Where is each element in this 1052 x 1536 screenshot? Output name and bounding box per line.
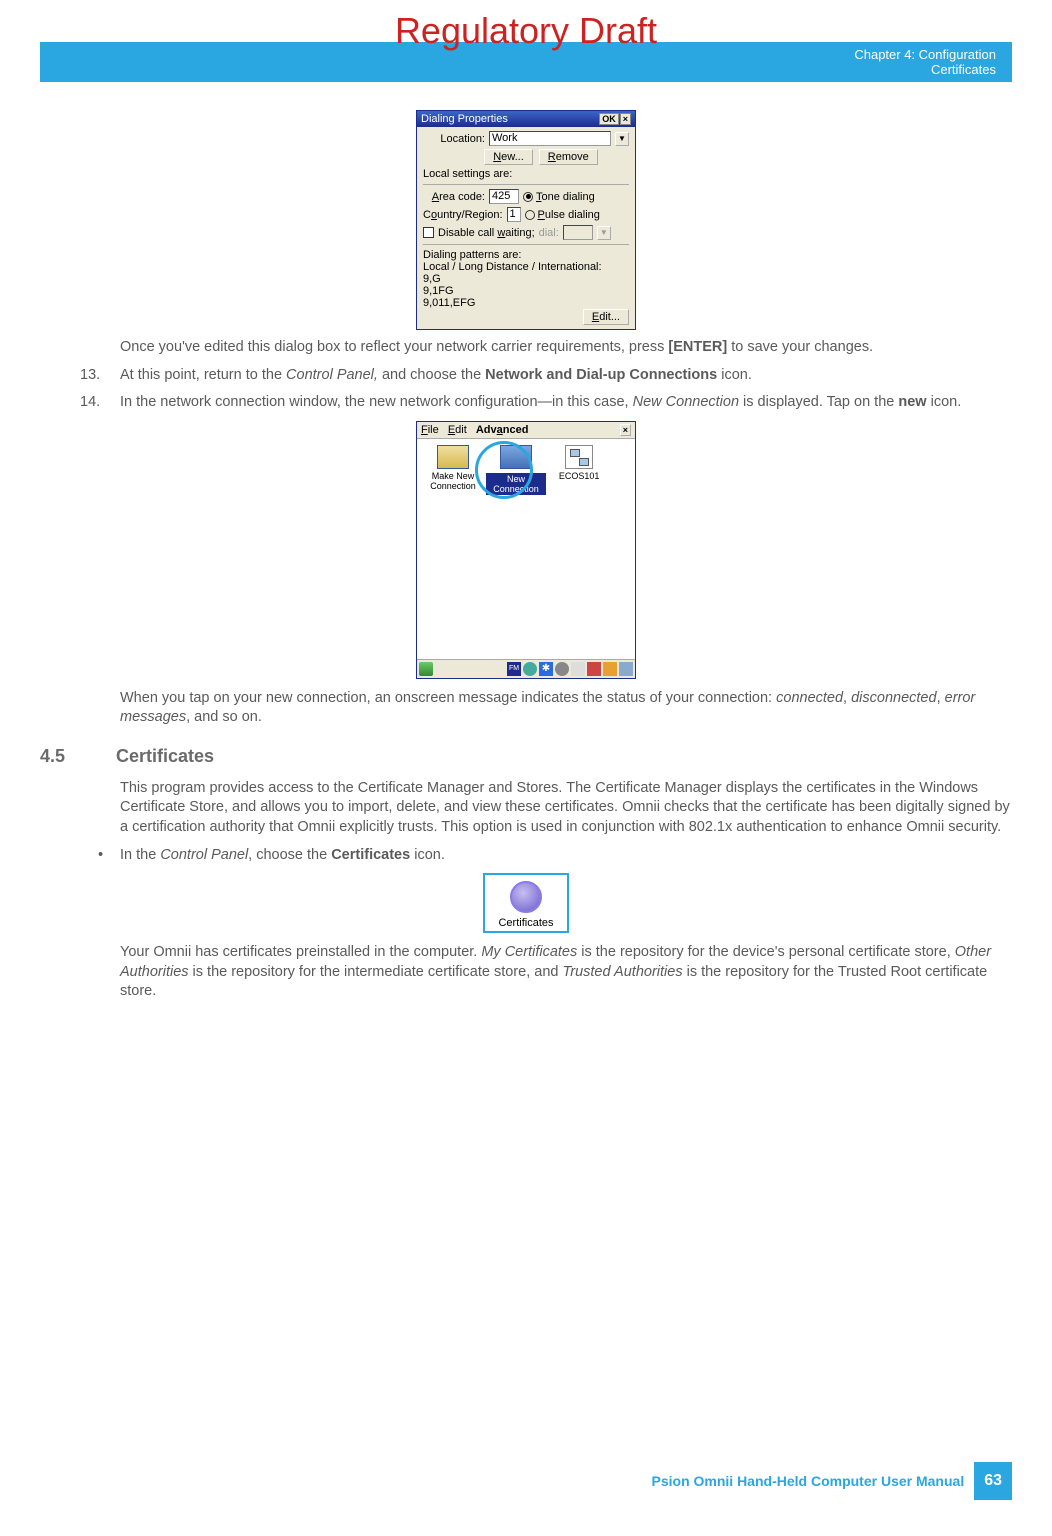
disable-cw-label: Disable call waiting;	[438, 227, 535, 239]
tray-icon-4[interactable]	[555, 662, 569, 676]
tray-icon-6[interactable]	[587, 662, 601, 676]
para-connection-status: When you tap on your new connection, an …	[40, 689, 1012, 728]
close-icon[interactable]: ×	[620, 113, 631, 125]
location-dropdown[interactable]: Work	[489, 131, 611, 146]
chapter-line2: Certificates	[931, 62, 996, 77]
highlight-circle	[475, 441, 533, 499]
tray-icon-1[interactable]: FM	[507, 662, 521, 676]
watermark-text: Regulatory Draft	[0, 10, 1052, 52]
tray-icon-5[interactable]	[571, 662, 585, 676]
menu-file[interactable]: File	[421, 424, 439, 436]
certificates-paragraph-2: Your Omnii has certificates preinstalled…	[40, 943, 1012, 1002]
make-new-connection-icon[interactable]: Make New Connection	[423, 445, 483, 491]
pattern-3: 9,011,EFG	[423, 297, 629, 309]
patterns-sub: Local / Long Distance / International:	[423, 261, 629, 273]
certificates-paragraph: This program provides access to the Cert…	[40, 779, 1012, 838]
step-14: 14. In the network connection window, th…	[40, 393, 1012, 413]
start-icon[interactable]	[419, 662, 433, 676]
ecos-connection-icon[interactable]: ECOS101	[549, 445, 609, 481]
pulse-label: Pulse dialing	[538, 209, 600, 221]
tray-icon-8[interactable]	[619, 662, 633, 676]
certificates-bullet: • In the Control Panel, choose the Certi…	[40, 846, 1012, 866]
tray-icon-2[interactable]	[523, 662, 537, 676]
ok-button[interactable]: OK	[599, 113, 619, 125]
dialog-title: Dialing Properties	[421, 113, 508, 125]
area-code-input[interactable]: 425	[489, 189, 519, 204]
footer-text: Psion Omnii Hand-Held Computer User Manu…	[652, 1473, 965, 1489]
step-13: 13. At this point, return to the Control…	[40, 366, 1012, 386]
taskbar: FM ✱	[417, 659, 635, 678]
step-14-num: 14.	[40, 393, 120, 413]
step-13-num: 13.	[40, 366, 120, 386]
local-settings-label: Local settings are:	[423, 168, 629, 180]
tone-radio[interactable]	[523, 192, 533, 202]
bluetooth-icon[interactable]: ✱	[539, 662, 553, 676]
disable-cw-checkbox[interactable]	[423, 227, 434, 238]
page-content: Dialing Properties OK × Location: Work ▼…	[40, 110, 1012, 1010]
area-code-label: Area code:	[423, 191, 485, 203]
menu-advanced[interactable]: Advanced	[476, 424, 529, 436]
certificates-icon-box: Certificates	[483, 873, 569, 933]
pulse-radio[interactable]	[525, 210, 535, 220]
country-input[interactable]: 1	[507, 207, 521, 222]
tone-label: Tone dialing	[536, 191, 595, 203]
menu-edit[interactable]: Edit	[448, 424, 467, 436]
dial-input	[563, 225, 593, 240]
dialog-titlebar: Dialing Properties OK ×	[417, 111, 635, 127]
gear-icon	[510, 881, 542, 913]
dial-label: dial:	[539, 227, 559, 239]
network-connections-window: File Edit Advanced × Make New Connection…	[416, 421, 636, 679]
chevron-down-icon[interactable]: ▼	[615, 132, 629, 146]
pattern-1: 9,G	[423, 273, 629, 285]
pattern-2: 9,1FG	[423, 285, 629, 297]
edit-button[interactable]: Edit...	[583, 309, 629, 325]
country-label: Country/Region:	[423, 209, 503, 221]
new-button[interactable]: NNew...ew...	[484, 149, 533, 165]
dial-chevron-icon: ▼	[597, 226, 611, 240]
section-heading: 4.5Certificates	[40, 746, 1012, 767]
close-icon[interactable]: ×	[620, 424, 631, 436]
tray-icon-7[interactable]	[603, 662, 617, 676]
page-footer: Psion Omnii Hand-Held Computer User Manu…	[652, 1462, 1013, 1500]
certificates-icon-label: Certificates	[487, 917, 565, 929]
para-save-changes: Once you've edited this dialog box to re…	[40, 338, 1012, 358]
dialing-properties-dialog: Dialing Properties OK × Location: Work ▼…	[416, 110, 636, 330]
patterns-label: Dialing patterns are:	[423, 249, 629, 261]
location-label: Location:	[423, 133, 485, 145]
page-number: 63	[974, 1462, 1012, 1500]
remove-button[interactable]: Remove	[539, 149, 598, 165]
